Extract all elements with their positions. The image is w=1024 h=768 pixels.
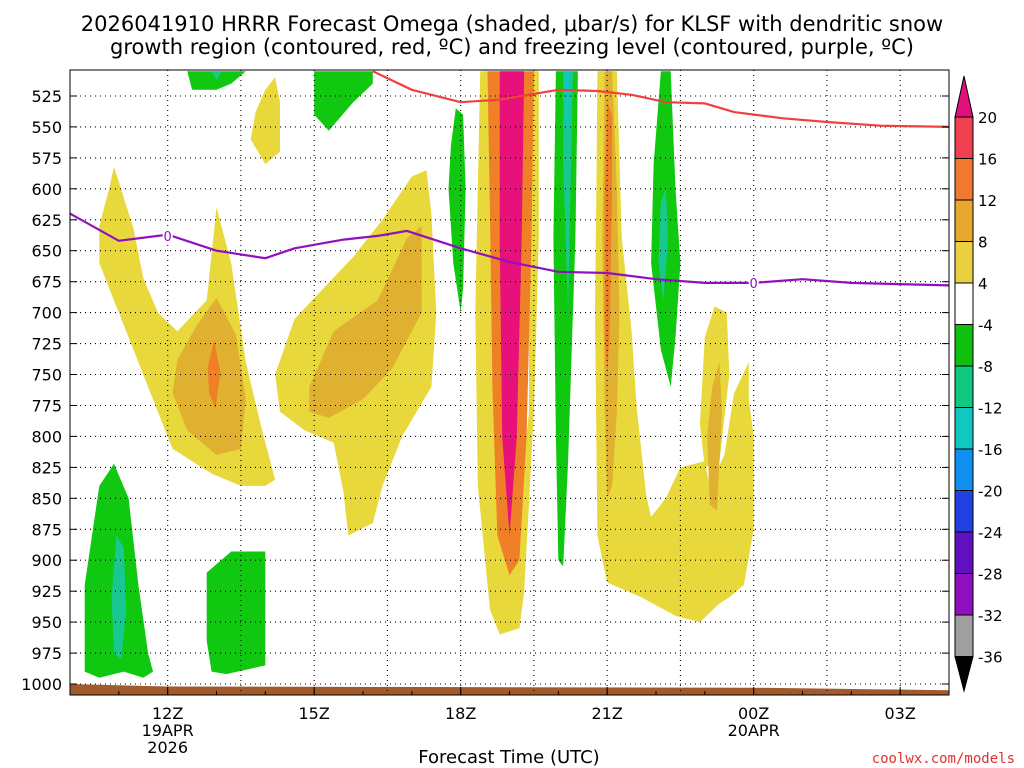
- omega-region-green-6: [553, 71, 578, 567]
- y-tick-label: 1000: [21, 675, 62, 694]
- x-tick-label: 03Z: [885, 704, 916, 723]
- y-tick-label: 900: [31, 551, 62, 570]
- y-tick-label: 750: [31, 366, 62, 385]
- colorbar-swatch: [954, 365, 974, 408]
- colorbar-label: -36: [978, 649, 1003, 667]
- freezing-level-label: 0: [750, 277, 758, 292]
- colorbar-swatch: [954, 407, 974, 450]
- y-tick-label: 925: [31, 582, 62, 601]
- omega-shading-layer: [84, 71, 754, 678]
- grid-layer: [70, 70, 949, 695]
- colorbar-swatch: [954, 490, 974, 533]
- colorbar-swatch: [954, 614, 974, 657]
- colorbar-bottom-arrow: [954, 656, 974, 693]
- y-tick-label: 825: [31, 458, 62, 477]
- omega-region-green-5: [448, 108, 466, 313]
- y-tick-label: 550: [31, 118, 62, 137]
- colorbar-top-arrow: [954, 75, 974, 118]
- colorbar-label: 16: [978, 151, 997, 169]
- credit-text: coolwx.com/models: [872, 751, 1015, 767]
- colorbar-label: -12: [978, 400, 1003, 418]
- x-tick-label: 18Z: [445, 704, 476, 723]
- colorbar-label: 8: [978, 234, 988, 252]
- omega-region-teal-1: [111, 535, 127, 660]
- x-tick-date: 19APR: [142, 721, 194, 740]
- colorbar: 20 16 12 8 4 -4 -8 -12 -16 -20 -24 -28 -32 -36: [954, 75, 1003, 693]
- colorbar-label: 12: [978, 192, 997, 210]
- y-tick-label: 700: [31, 304, 62, 323]
- y-tick-label: 625: [31, 211, 62, 230]
- x-tick-label: 12Z: [152, 704, 183, 723]
- omega-region-lightorange-4: [707, 362, 722, 511]
- colorbar-label: -8: [978, 358, 993, 376]
- colorbar-swatch: [954, 241, 974, 284]
- omega-region-cyan-1: [564, 71, 570, 140]
- colorbar-swatch: [954, 324, 974, 367]
- colorbar-swatch: [954, 116, 974, 159]
- colorbar-label: 20: [978, 109, 997, 127]
- y-tick-label: 525: [31, 87, 62, 106]
- colorbar-label: -4: [978, 317, 993, 335]
- colorbar-swatch: [954, 282, 974, 325]
- omega-region-orange-1: [207, 339, 221, 410]
- omega-region-teal-2: [211, 71, 222, 80]
- y-tick-label: 975: [31, 644, 62, 663]
- terrain-layer: [70, 684, 949, 695]
- dendritic-growth-contour: [372, 70, 950, 128]
- y-tick-label: 600: [31, 180, 62, 199]
- colorbar-swatch: [954, 573, 974, 616]
- contour-lines-layer: 00: [69, 70, 950, 292]
- colorbar-swatch: [954, 448, 974, 491]
- colorbar-label: -32: [978, 607, 1003, 625]
- colorbar-label: -28: [978, 566, 1003, 584]
- omega-region-green-4: [314, 71, 373, 131]
- x-tick-label: 00Z: [738, 704, 769, 723]
- y-tick-label: 725: [31, 335, 62, 354]
- colorbar-swatch: [954, 158, 974, 201]
- terrain-fill: [70, 684, 949, 695]
- colorbar-swatch: [954, 199, 974, 242]
- x-tick-date: 20APR: [728, 721, 780, 740]
- freezing-label-bg: [162, 228, 173, 243]
- chart-title-line1: 2026041910 HRRR Forecast Omega (shaded, …: [81, 12, 943, 36]
- colorbar-swatch: [954, 531, 974, 574]
- omega-region-green-3: [187, 71, 246, 90]
- omega-region-magenta-1: [499, 71, 525, 536]
- omega-region-green-2: [206, 551, 266, 675]
- y-tick-label: 950: [31, 613, 62, 632]
- omega-region-teal-3: [563, 71, 573, 313]
- omega-region-yellow-1: [99, 166, 276, 486]
- y-axis-ticks: 525 550 575 600 625 650 675 700 725 750 775 800 825 8…: [21, 87, 949, 694]
- y-tick-label: 675: [31, 273, 62, 292]
- x-tick-label: 15Z: [299, 704, 330, 723]
- omega-region-teal-4: [658, 188, 669, 301]
- colorbar-label: -24: [978, 524, 1003, 542]
- y-tick-label: 575: [31, 149, 62, 168]
- x-tick-label: 21Z: [592, 704, 623, 723]
- colorbar-label: -20: [978, 483, 1003, 501]
- colorbar-label: -16: [978, 441, 1003, 459]
- omega-region-lightorange-2: [309, 226, 422, 418]
- y-tick-label: 875: [31, 520, 62, 539]
- y-tick-label: 850: [31, 489, 62, 508]
- y-tick-label: 800: [31, 427, 62, 446]
- y-tick-label: 650: [31, 242, 62, 261]
- omega-region-yellow-2: [250, 77, 280, 165]
- colorbar-label: 4: [978, 275, 988, 293]
- x-axis-title: Forecast Time (UTC): [418, 747, 599, 768]
- omega-region-orange-3: [604, 102, 613, 375]
- chart-title-line2: growth region (contoured, red, ºC) and f…: [110, 35, 914, 59]
- x-tick-year: 2026: [147, 738, 188, 757]
- y-tick-label: 775: [31, 397, 62, 416]
- freezing-label-bg: [748, 275, 759, 290]
- freezing-level-label: 0: [164, 230, 172, 245]
